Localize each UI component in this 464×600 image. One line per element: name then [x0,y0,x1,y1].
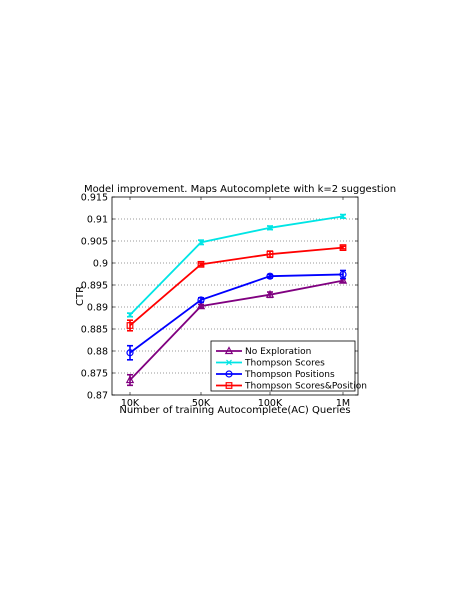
marker-square [266,250,274,258]
marker-x-stroke [127,311,133,318]
y-tick-label: 0.87 [87,391,108,402]
series-thompson-scores-position [126,244,347,332]
legend-label: Thompson Scores [244,359,325,369]
y-axis-label: CTR [75,286,86,306]
marker-x-stroke [226,359,232,366]
legend-entry: Thompson Scores&Position [216,382,367,392]
marker-x [127,311,133,318]
y-tick-label: 0.895 [81,281,108,292]
series-thompson-positions [126,269,347,361]
series-line [129,215,344,316]
marker-x [198,239,204,246]
series-line [129,246,344,327]
series-thompson-scores [127,213,346,318]
series-line [129,279,344,381]
series-layer [125,213,348,387]
y-tick-label: 0.905 [81,237,108,248]
marker-circle [339,270,347,279]
marker-triangle [338,275,348,284]
x-tick-label: 100K [258,398,283,409]
y-tick-label: 0.89 [87,303,108,314]
plot-frame [111,196,359,396]
marker-triangle [125,375,135,384]
chart-title: Model improvement. Maps Autocomplete wit… [84,184,396,195]
x-tick-label: 10K [121,398,140,409]
y-tick-label: 0.885 [81,325,108,336]
series-line [129,273,344,354]
y-tick-label: 0.88 [87,347,108,358]
legend-label: No Exploration [245,347,311,357]
marker-square [339,244,347,252]
series-no-exploration [125,275,348,387]
marker-x-stroke [267,224,273,231]
marker-triangle [196,301,206,310]
axes: 0.87 0.875 0.88 0.885 0.89 0.895 0.9 0.905 0.91 0… [81,193,358,409]
legend-label: Thompson Positions [244,370,335,380]
y-tick-label: 0.9 [93,259,108,270]
marker-x-stroke [198,239,204,246]
marker-circle [126,349,134,357]
marker-square [126,322,134,329]
marker-triangle [224,346,234,355]
marker-x [340,213,346,220]
legend-entry: Thompson Positions [216,370,335,380]
legend-entry: No Exploration [216,346,311,357]
legend-label: Thompson Scores&Position [244,382,367,392]
marker-x-stroke [340,213,346,220]
marker-circle [225,370,233,378]
legend-entry: Thompson Scores [216,359,325,369]
marker-x [226,359,232,366]
marker-circle [197,296,205,304]
y-tick-label: 0.91 [87,215,108,226]
marker-circle [266,272,274,280]
marker-square [197,260,205,268]
x-axis-label: Number of training Autocomplete(AC) Quer… [119,405,350,416]
marker-x [267,224,273,231]
x-tick-label: 50K [192,398,211,409]
marker-triangle [265,289,275,298]
marker-square [225,382,233,389]
legend-box [210,340,356,392]
y-tick-label: 0.915 [81,193,108,204]
y-tick-label: 0.875 [81,369,108,380]
x-tick-label: 1M [336,398,350,409]
